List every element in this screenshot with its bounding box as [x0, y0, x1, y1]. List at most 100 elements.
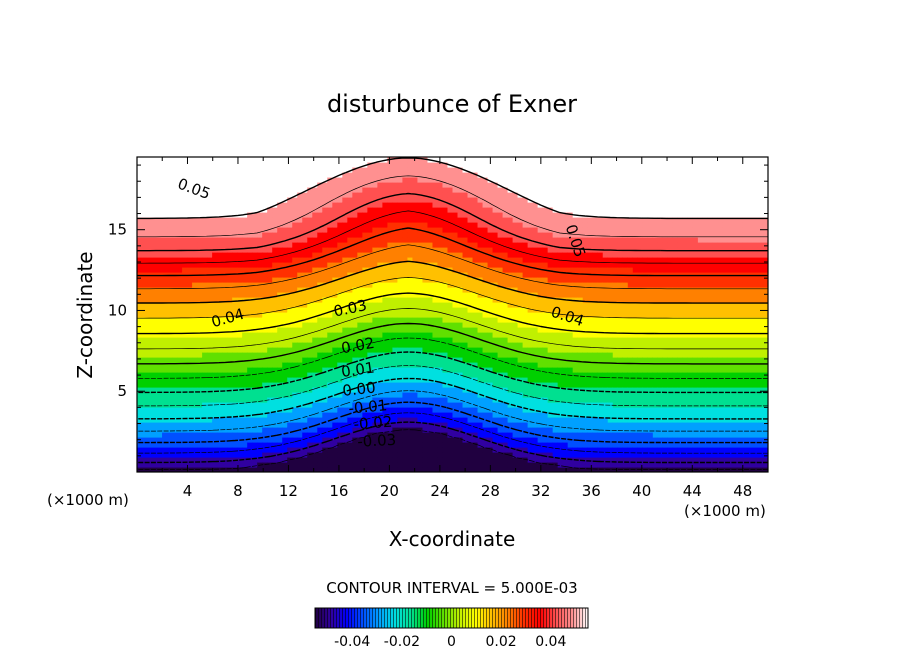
field-cell [317, 437, 323, 443]
field-cell [177, 377, 183, 383]
field-cell [452, 172, 459, 178]
field-cell [422, 282, 429, 288]
field-cell [232, 207, 238, 213]
field-cell [487, 362, 494, 368]
field-cell [332, 367, 338, 373]
field-cell [342, 387, 348, 393]
field-cell [272, 432, 278, 438]
field-cell [467, 297, 474, 303]
field-cell [277, 262, 283, 268]
field-cell [187, 252, 193, 258]
field-cell [437, 282, 444, 288]
field-cell [267, 297, 273, 303]
field-cell [372, 157, 378, 163]
field-cell [342, 272, 348, 278]
field-cell [472, 357, 479, 363]
field-cell [192, 442, 198, 448]
field-cell [522, 422, 529, 428]
field-cell [307, 212, 313, 218]
field-cell [142, 367, 148, 373]
field-cell [212, 177, 218, 183]
field-cell [342, 407, 348, 413]
field-cell [352, 202, 358, 208]
field-cell [207, 237, 213, 243]
field-cell [202, 197, 208, 203]
field-cell [177, 372, 183, 378]
field-cell [447, 407, 454, 413]
field-cell [152, 342, 158, 348]
field-cell [157, 372, 163, 378]
field-cell [282, 262, 288, 268]
field-cell [202, 322, 208, 328]
field-cell [197, 357, 203, 363]
field-cell [197, 347, 203, 353]
field-cell [282, 222, 288, 228]
field-cell [267, 352, 273, 358]
field-cell [462, 452, 469, 458]
field-cell [522, 407, 529, 413]
field-cell [187, 382, 193, 388]
field-cell [382, 467, 388, 472]
field-cell [242, 227, 248, 233]
field-cell [337, 197, 343, 203]
field-cell [322, 382, 328, 388]
field-cell [492, 227, 499, 233]
field-cell [137, 442, 143, 448]
field-cell [522, 267, 529, 273]
field-cell [317, 177, 323, 183]
field-cell [227, 452, 233, 458]
field-cell [172, 417, 178, 423]
field-cell [322, 462, 328, 468]
field-cell [357, 177, 363, 183]
field-cell [137, 432, 143, 438]
field-cell [332, 397, 338, 403]
field-cell [292, 377, 298, 383]
field-cell [377, 302, 383, 308]
field-cell [482, 252, 489, 258]
field-cell [517, 382, 524, 388]
field-cell [352, 417, 358, 423]
field-cell [212, 382, 218, 388]
field-cell [482, 222, 489, 228]
field-cell [292, 307, 298, 313]
field-cell [487, 432, 494, 438]
field-cell [337, 202, 343, 208]
field-cell [347, 452, 353, 458]
field-cell [137, 337, 143, 343]
field-cell [207, 177, 213, 183]
field-cell [457, 157, 464, 163]
field-cell [147, 367, 153, 373]
field-cell [302, 217, 308, 223]
field-cell [492, 352, 499, 358]
field-cell [207, 307, 213, 313]
field-cell [477, 332, 484, 338]
field-cell [287, 312, 293, 318]
field-cell [222, 317, 228, 323]
field-cell [167, 392, 173, 398]
field-cell [157, 272, 163, 278]
field-cell [432, 207, 439, 213]
field-cell [502, 177, 509, 183]
field-cell [217, 452, 223, 458]
field-cell [407, 222, 414, 228]
field-cell [467, 407, 474, 413]
field-cell [277, 257, 283, 263]
field-cell [397, 272, 404, 278]
field-cell [447, 377, 454, 383]
field-cell [477, 267, 484, 273]
field-cell [202, 282, 208, 288]
field-cell [412, 282, 419, 288]
field-cell [167, 167, 173, 173]
field-cell [237, 322, 243, 328]
field-cell [197, 222, 203, 228]
field-cell [212, 317, 218, 323]
field-cell [492, 242, 499, 248]
field-cell [442, 462, 449, 468]
field-cell [437, 367, 444, 373]
field-cell [407, 307, 414, 313]
field-cell [407, 267, 414, 273]
field-cell [352, 392, 358, 398]
field-cell [482, 342, 489, 348]
field-cell [272, 342, 278, 348]
field-cell [502, 337, 509, 343]
